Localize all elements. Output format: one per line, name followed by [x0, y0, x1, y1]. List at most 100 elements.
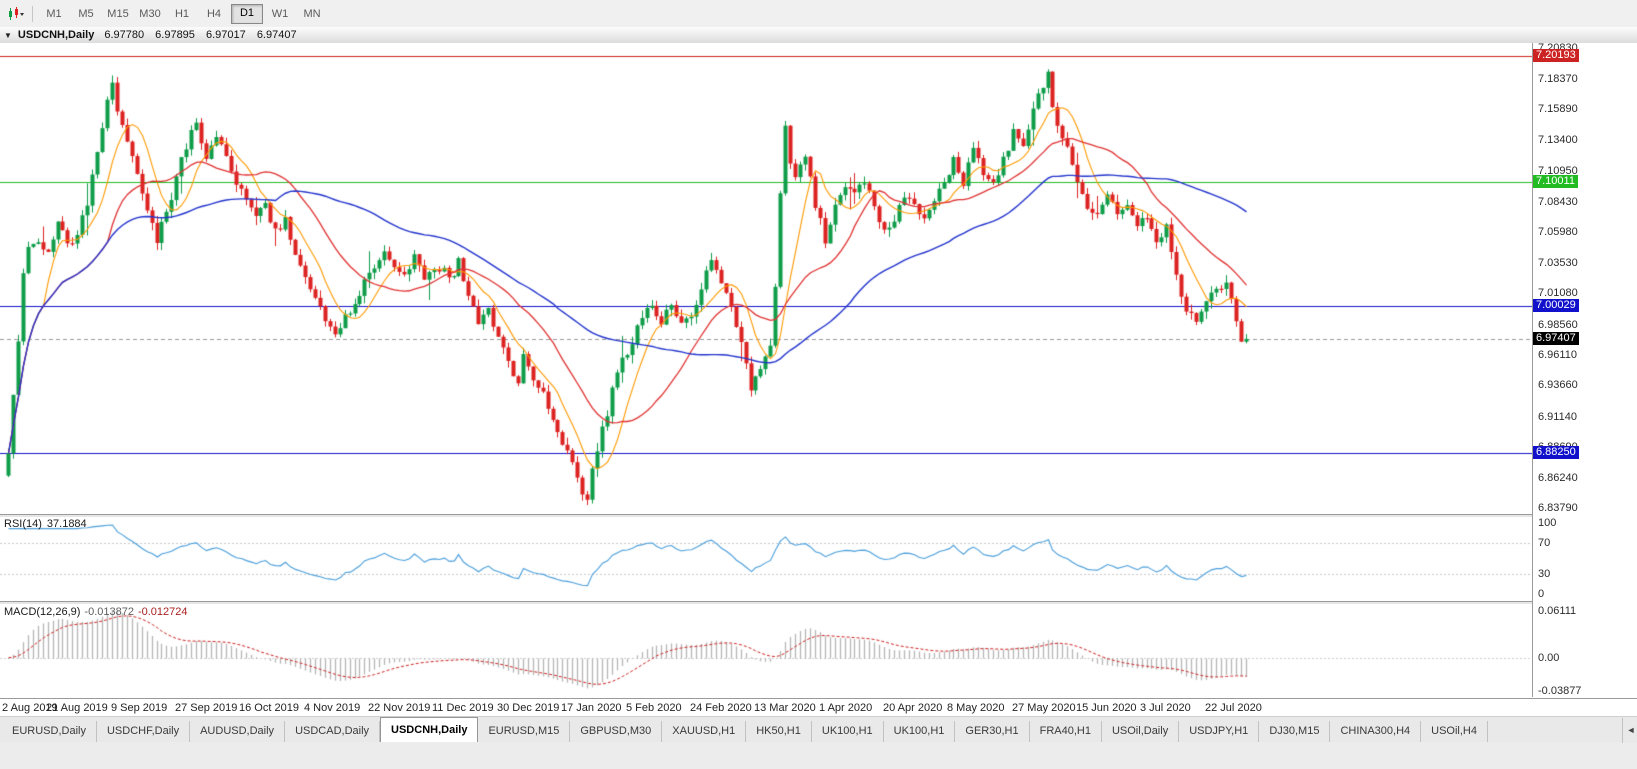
macd-main-value: -0.013872 — [84, 606, 134, 618]
macd-axis-label: 0.00 — [1538, 651, 1560, 664]
chart-tab-xauusd-h1[interactable]: XAUUSD,H1 — [662, 721, 747, 743]
toolbar-separator — [32, 5, 33, 22]
tab-scroll-left-icon[interactable]: ◄ — [1622, 718, 1637, 743]
chart-tab-usdcad-daily[interactable]: USDCAD,Daily — [285, 721, 381, 743]
ohlc-high: 6.97895 — [155, 29, 195, 41]
date-axis-label: 27 May 2020 — [1012, 702, 1076, 714]
chart-tabs-bar: ◄ EURUSD,Daily USDCHF,Daily AUDUSD,Daily US… — [0, 716, 1637, 743]
price-axis-label: 6.86240 — [1538, 471, 1578, 484]
chart-tab-usdjpy-h1[interactable]: USDJPY,H1 — [1179, 721, 1260, 743]
price-axis-label: 6.98560 — [1538, 318, 1578, 331]
timeframe-button-h4[interactable]: H4 — [206, 7, 222, 20]
window-footer — [0, 742, 1637, 769]
date-axis-label: 3 Jul 2020 — [1140, 702, 1191, 714]
date-axis-label: 8 May 2020 — [947, 702, 1005, 714]
date-axis-label: 20 Apr 2020 — [883, 702, 943, 714]
timeframe-button-m5[interactable]: M5 — [78, 7, 94, 20]
timeframe-button-h1[interactable]: H1 — [174, 7, 190, 20]
macd-axis-label: -0.03877 — [1538, 685, 1582, 697]
ohlc-open: 6.97780 — [104, 29, 145, 41]
date-axis-label: 9 Sep 2019 — [111, 702, 168, 714]
price-axis-label: 7.08430 — [1538, 195, 1578, 208]
timeframe-buttons: M1 M5 M15 M30 H1 H4 D1 W1 MN — [39, 3, 327, 24]
chart-ohlc-values: 6.97780 6.97895 6.97017 6.97407 — [104, 29, 304, 41]
ohlc-low: 6.97017 — [205, 29, 246, 41]
rsi-axis-label: 70 — [1538, 537, 1551, 550]
timeframe-button-m15[interactable]: M15 — [107, 7, 129, 20]
hline-price-label: 7.20193 — [1533, 48, 1579, 62]
macd-signal-value: -0.012724 — [137, 606, 188, 618]
chart-tab-uk100-h1[interactable]: UK100,H1 — [883, 721, 956, 743]
chart-tab-fra40-h1[interactable]: FRA40,H1 — [1029, 721, 1102, 743]
price-axis-label: 7.13400 — [1538, 134, 1578, 147]
price-axis-label: 7.15890 — [1538, 103, 1578, 116]
chart-tab-usdchf-daily[interactable]: USDCHF,Daily — [96, 721, 191, 743]
chart-symbol-label: USDCNH,Daily — [17, 29, 95, 41]
price-axis-label: 6.91140 — [1538, 410, 1577, 423]
date-axis-label: 27 Sep 2019 — [175, 702, 238, 714]
price-axis-label: 6.96110 — [1538, 348, 1577, 361]
date-axis-label: 5 Feb 2020 — [626, 702, 682, 714]
date-axis-label: 1 Apr 2020 — [819, 702, 873, 714]
date-axis-label: 15 Jun 2020 — [1076, 702, 1137, 714]
timeframe-button-w1[interactable]: W1 — [271, 7, 289, 20]
timeframe-button-mn[interactable]: MN — [303, 7, 321, 20]
date-axis-label: 11 Dec 2019 — [432, 702, 494, 714]
hline-price-label: 7.10011 — [1533, 175, 1578, 189]
date-axis-label: 4 Nov 2019 — [304, 702, 361, 714]
chart-tab-china300-h4[interactable]: CHINA300,H4 — [1330, 721, 1422, 743]
price-axis-label: 7.10950 — [1538, 164, 1578, 177]
chart-type-icon[interactable] — [3, 4, 29, 24]
price-axis-label: 7.03530 — [1538, 256, 1578, 269]
price-axis[interactable]: 7.208307.183707.158907.134007.109507.084… — [1532, 42, 1637, 697]
chart-tab-eurusd-daily[interactable]: EURUSD,Daily — [2, 721, 97, 743]
date-axis-label: 17 Jan 2020 — [561, 702, 622, 714]
date-axis-label: 21 Aug 2019 — [46, 702, 108, 714]
rsi-value: 37.1884 — [46, 518, 87, 530]
collapse-chart-icon[interactable]: ▼ — [4, 30, 12, 40]
price-axis-label: 7.18370 — [1538, 72, 1578, 85]
price-axis-label: 7.05980 — [1538, 226, 1578, 239]
hline-price-label: 7.00029 — [1533, 299, 1579, 313]
rsi-indicator-chart[interactable] — [0, 516, 1532, 601]
chart-tab-eurusd-m15[interactable]: EURUSD,M15 — [478, 721, 571, 743]
macd-axis-label: 0.06111 — [1538, 605, 1577, 617]
rsi-indicator-name: RSI(14) — [4, 518, 42, 530]
macd-label: MACD(12,26,9) -0.013872 -0.012724 — [4, 606, 188, 618]
time-axis[interactable]: 2 Aug 2019 21 Aug 2019 9 Sep 2019 27 Sep 20… — [0, 698, 1637, 717]
price-axis-label: 7.01080 — [1538, 287, 1578, 300]
chart-tab-dj30-m15[interactable]: DJ30,M15 — [1259, 721, 1331, 743]
rsi-axis-label: 100 — [1538, 517, 1557, 529]
chart-tab-gbpusd-m30[interactable]: GBPUSD,M30 — [570, 721, 663, 743]
macd-indicator-name: MACD(12,26,9) — [4, 606, 81, 618]
ohlc-close: 6.97407 — [256, 29, 297, 41]
date-axis-label: 24 Feb 2020 — [690, 702, 752, 714]
date-axis-label: 22 Nov 2019 — [368, 702, 431, 714]
date-axis-label: 22 Jul 2020 — [1205, 702, 1262, 714]
chart-tab-ger30-h1[interactable]: GER30,H1 — [955, 721, 1030, 743]
main-price-chart[interactable] — [0, 43, 1532, 514]
price-axis-label: 6.93660 — [1538, 379, 1578, 392]
rsi-axis-label: 0 — [1538, 588, 1545, 600]
chart-tab-usoil-h4[interactable]: USOil,H4 — [1421, 721, 1488, 743]
timeframe-button-m30[interactable]: M30 — [139, 7, 161, 20]
candlestick-icon-graphic — [9, 6, 24, 20]
timeframe-button-d1[interactable]: D1 — [231, 3, 263, 24]
chart-title-bar: ▼ USDCNH,Daily 6.97780 6.97895 6.97017 6… — [0, 27, 1637, 44]
rsi-axis-label: 30 — [1538, 567, 1551, 580]
date-axis-label: 13 Mar 2020 — [754, 702, 816, 714]
macd-indicator-chart[interactable] — [0, 603, 1532, 697]
date-axis-label: 30 Dec 2019 — [497, 702, 560, 714]
panel-splitter[interactable] — [0, 514, 1637, 517]
chart-tab-usoil-daily[interactable]: USOil,Daily — [1101, 721, 1180, 743]
panel-splitter[interactable] — [0, 601, 1637, 604]
date-axis-label: 16 Oct 2019 — [239, 702, 299, 714]
date-axis-label: 2 Aug 2019 — [2, 702, 58, 714]
chart-tab-audusd-daily[interactable]: AUDUSD,Daily — [190, 721, 286, 743]
timeframe-button-m1[interactable]: M1 — [46, 7, 62, 20]
chart-tab-uk100-h1[interactable]: UK100,H1 — [811, 721, 884, 743]
chart-tab-hk50-h1[interactable]: HK50,H1 — [746, 721, 812, 743]
timeframe-toolbar: M1 M5 M15 M30 H1 H4 D1 W1 MN — [0, 0, 1637, 28]
chart-tab-usdcnh-daily[interactable]: USDCNH,Daily — [380, 717, 479, 743]
current-price-label: 6.97407 — [1533, 331, 1579, 345]
